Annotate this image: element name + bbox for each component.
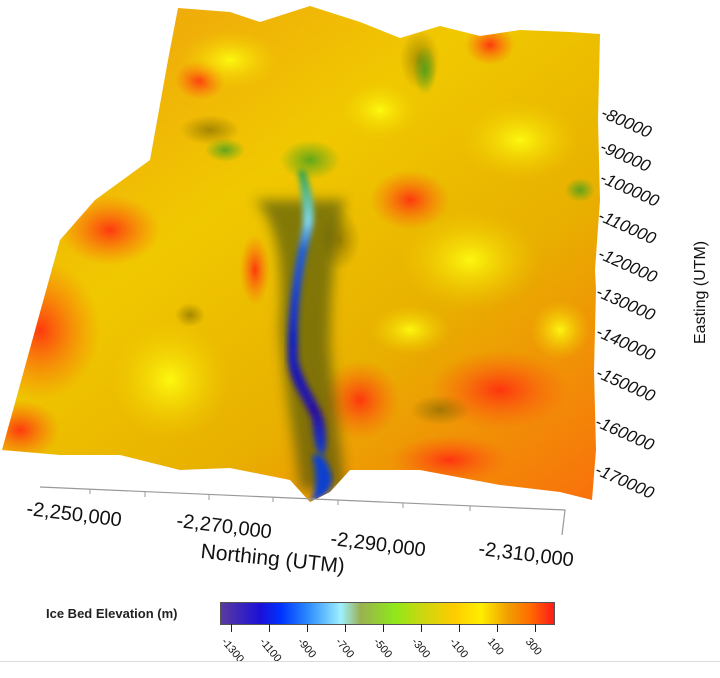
- colorbar-tick-label: -100: [446, 636, 471, 661]
- colorbar-tick: [421, 624, 422, 632]
- colorbar-tick-label: -700: [332, 636, 357, 661]
- colorbar-tick: [307, 624, 308, 632]
- colorbar-tick: [459, 624, 460, 632]
- colorbar-tick: [535, 624, 536, 632]
- colorbar-tick: [497, 624, 498, 632]
- colorbar-tick-label: 300: [522, 636, 544, 658]
- colorbar-legend: Ice Bed Elevation (m) -1300 -1100 -900 -…: [0, 596, 720, 673]
- colorbar-tick: [269, 624, 270, 632]
- colorbar-tick-label: -900: [294, 636, 319, 661]
- colorbar-tick: [345, 624, 346, 632]
- easting-axis-title: Easting (UTM): [692, 240, 709, 344]
- colorbar-title: Ice Bed Elevation (m): [46, 606, 178, 621]
- divider: [0, 661, 720, 662]
- colorbar-tick-label: 100: [484, 636, 506, 658]
- colorbar-tick-label: -300: [408, 636, 433, 661]
- colorbar-tick-label: -500: [370, 636, 395, 661]
- colorbar-gradient: [220, 602, 555, 625]
- colorbar-tick: [383, 624, 384, 632]
- colorbar-tick: [231, 624, 232, 632]
